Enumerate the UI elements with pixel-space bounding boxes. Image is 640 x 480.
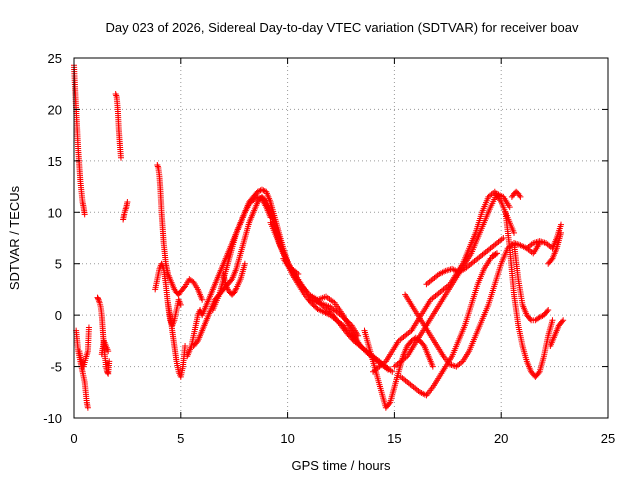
data-point bbox=[199, 296, 206, 303]
data-point bbox=[545, 307, 552, 313]
chart-title: Day 023 of 2026, Sidereal Day-to-day VTE… bbox=[105, 20, 579, 35]
x-tick-label: 10 bbox=[280, 431, 294, 446]
data-point bbox=[535, 370, 542, 376]
data-point bbox=[348, 334, 355, 341]
data-point bbox=[511, 229, 518, 236]
y-axis-label: SDTVAR / TECUs bbox=[7, 185, 22, 290]
data-point bbox=[81, 211, 88, 218]
data-point bbox=[246, 201, 253, 208]
data-point bbox=[326, 308, 333, 315]
data-point bbox=[346, 333, 353, 340]
data-point bbox=[527, 316, 534, 322]
data-point bbox=[95, 295, 102, 302]
data-point bbox=[117, 154, 124, 161]
data-point bbox=[558, 229, 565, 236]
x-tick-label: 25 bbox=[601, 431, 615, 446]
data-point bbox=[544, 308, 551, 315]
data-point bbox=[517, 193, 524, 200]
data-point bbox=[538, 313, 545, 320]
x-axis-label: GPS time / hours bbox=[292, 458, 391, 473]
data-point bbox=[254, 188, 261, 195]
data-point bbox=[124, 199, 131, 205]
data-point bbox=[344, 330, 351, 337]
data-point bbox=[181, 284, 188, 291]
data-point bbox=[241, 260, 248, 267]
y-tick-label: -10 bbox=[43, 411, 62, 426]
axis-ticks bbox=[73, 57, 609, 419]
y-tick-label: 25 bbox=[48, 51, 62, 66]
x-tick-label: 5 bbox=[177, 431, 184, 446]
data-point bbox=[106, 358, 113, 365]
data-point bbox=[327, 309, 334, 316]
data-point bbox=[260, 187, 267, 194]
data-point bbox=[104, 369, 111, 376]
data-point bbox=[357, 343, 364, 349]
data-point bbox=[182, 343, 189, 349]
data-point bbox=[256, 188, 263, 195]
y-tick-label: 0 bbox=[55, 308, 62, 323]
data-point bbox=[389, 368, 396, 375]
data-point bbox=[193, 339, 200, 346]
data-point bbox=[177, 301, 184, 308]
data-point bbox=[493, 250, 500, 257]
data-point bbox=[231, 288, 238, 295]
data-point bbox=[492, 251, 499, 258]
data-points bbox=[71, 62, 567, 411]
data-point bbox=[559, 318, 566, 325]
data-point bbox=[549, 317, 556, 324]
data-point bbox=[558, 221, 565, 228]
data-point bbox=[420, 341, 427, 348]
data-point bbox=[386, 400, 393, 407]
data-point bbox=[500, 235, 507, 241]
data-point bbox=[256, 194, 263, 201]
data-point bbox=[329, 311, 336, 318]
data-point bbox=[247, 199, 254, 206]
data-point bbox=[355, 332, 362, 339]
y-tick-label: 15 bbox=[48, 154, 62, 169]
data-point bbox=[330, 312, 337, 319]
data-point bbox=[506, 204, 513, 211]
data-point bbox=[491, 251, 498, 258]
data-point bbox=[227, 277, 234, 284]
data-point bbox=[85, 324, 92, 331]
x-tick-labels: 0 5 10 15 20 25 bbox=[70, 431, 615, 446]
data-point bbox=[84, 404, 91, 411]
data-point bbox=[105, 348, 112, 355]
x-tick-label: 20 bbox=[494, 431, 508, 446]
y-tick-label: -5 bbox=[50, 360, 62, 375]
data-point bbox=[232, 286, 239, 293]
data-point bbox=[560, 317, 567, 324]
plot-frame bbox=[73, 57, 609, 419]
data-point bbox=[258, 186, 265, 193]
x-tick-label: 0 bbox=[70, 431, 77, 446]
y-tick-labels: -10 -5 0 5 10 15 20 25 bbox=[43, 51, 62, 426]
y-tick-label: 20 bbox=[48, 102, 62, 117]
data-point bbox=[345, 332, 352, 339]
y-tick-label: 10 bbox=[48, 205, 62, 220]
data-point bbox=[536, 314, 543, 321]
data-point bbox=[231, 289, 238, 296]
data-point bbox=[429, 363, 436, 370]
y-tick-label: 5 bbox=[55, 257, 62, 272]
x-tick-label: 15 bbox=[387, 431, 401, 446]
data-point bbox=[254, 193, 261, 200]
data-point bbox=[489, 252, 496, 259]
